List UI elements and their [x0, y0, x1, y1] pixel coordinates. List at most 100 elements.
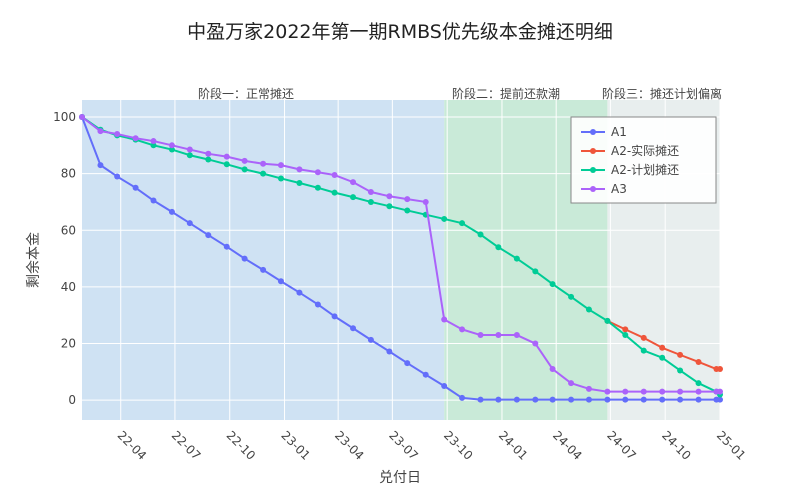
data-point[interactable] [331, 172, 338, 179]
data-point[interactable] [296, 179, 303, 186]
data-point[interactable] [717, 396, 723, 403]
data-point[interactable] [422, 198, 429, 205]
data-point[interactable] [568, 293, 575, 300]
data-point[interactable] [296, 166, 303, 173]
data-point[interactable] [97, 128, 104, 135]
data-point[interactable] [604, 388, 611, 395]
data-point[interactable] [549, 396, 556, 403]
data-point[interactable] [205, 150, 212, 157]
data-point[interactable] [532, 268, 539, 275]
data-point[interactable] [150, 197, 157, 204]
data-point[interactable] [677, 367, 684, 374]
data-point[interactable] [186, 152, 193, 159]
data-point[interactable] [241, 166, 248, 173]
data-point[interactable] [367, 336, 374, 343]
data-point[interactable] [622, 388, 629, 395]
data-point[interactable] [459, 220, 466, 227]
data-point[interactable] [314, 169, 321, 176]
data-point[interactable] [677, 396, 684, 403]
data-point[interactable] [717, 388, 723, 395]
data-point[interactable] [659, 396, 666, 403]
data-point[interactable] [132, 184, 139, 191]
data-point[interactable] [513, 255, 520, 262]
data-point[interactable] [260, 170, 267, 177]
data-point[interactable] [132, 135, 139, 142]
data-point[interactable] [532, 396, 539, 403]
data-point[interactable] [622, 326, 629, 333]
data-point[interactable] [186, 220, 193, 227]
data-point[interactable] [223, 153, 230, 160]
data-point[interactable] [659, 388, 666, 395]
data-point[interactable] [404, 360, 411, 367]
data-point[interactable] [459, 394, 466, 401]
data-point[interactable] [277, 278, 284, 285]
data-point[interactable] [277, 175, 284, 182]
data-point[interactable] [367, 189, 374, 196]
data-point[interactable] [441, 316, 448, 323]
legend-item[interactable]: A2-实际摊还 [581, 143, 679, 158]
data-point[interactable] [659, 354, 666, 361]
data-point[interactable] [585, 385, 592, 392]
data-point[interactable] [604, 317, 611, 324]
data-point[interactable] [168, 142, 175, 149]
data-point[interactable] [296, 289, 303, 296]
data-point[interactable] [585, 396, 592, 403]
data-point[interactable] [477, 332, 484, 339]
data-point[interactable] [404, 196, 411, 203]
data-point[interactable] [404, 207, 411, 214]
data-point[interactable] [350, 194, 357, 201]
data-point[interactable] [314, 184, 321, 191]
data-point[interactable] [695, 388, 702, 395]
data-point[interactable] [695, 396, 702, 403]
data-point[interactable] [568, 380, 575, 387]
legend-item[interactable]: A2-计划摊还 [581, 163, 679, 177]
data-point[interactable] [549, 281, 556, 288]
data-point[interactable] [640, 334, 647, 341]
legend-item[interactable]: A3 [581, 182, 627, 196]
data-point[interactable] [386, 348, 393, 355]
data-point[interactable] [205, 156, 212, 163]
data-point[interactable] [477, 396, 484, 403]
data-point[interactable] [260, 266, 267, 273]
data-point[interactable] [422, 371, 429, 378]
data-point[interactable] [386, 193, 393, 200]
data-point[interactable] [241, 157, 248, 164]
data-point[interactable] [168, 146, 175, 153]
data-point[interactable] [640, 347, 647, 354]
data-point[interactable] [622, 332, 629, 339]
data-point[interactable] [640, 388, 647, 395]
data-point[interactable] [223, 243, 230, 250]
data-point[interactable] [495, 332, 502, 339]
data-point[interactable] [241, 255, 248, 262]
legend[interactable]: A1 A2-实际摊还 A2-计划摊还 A3 [570, 116, 717, 204]
data-point[interactable] [532, 340, 539, 347]
data-point[interactable] [568, 396, 575, 403]
data-point[interactable] [367, 198, 374, 205]
data-point[interactable] [585, 306, 592, 313]
data-point[interactable] [277, 162, 284, 169]
legend-item[interactable]: A1 [581, 125, 627, 139]
data-point[interactable] [695, 358, 702, 365]
data-point[interactable] [441, 215, 448, 222]
data-point[interactable] [459, 326, 466, 333]
data-point[interactable] [205, 232, 212, 239]
data-point[interactable] [114, 173, 121, 180]
data-point[interactable] [79, 113, 85, 120]
data-point[interactable] [695, 380, 702, 387]
data-point[interactable] [677, 351, 684, 358]
data-point[interactable] [549, 366, 556, 373]
data-point[interactable] [186, 146, 193, 153]
data-point[interactable] [495, 396, 502, 403]
data-point[interactable] [314, 301, 321, 308]
data-point[interactable] [260, 160, 267, 167]
data-point[interactable] [659, 344, 666, 351]
data-point[interactable] [513, 396, 520, 403]
data-point[interactable] [513, 332, 520, 339]
data-point[interactable] [350, 179, 357, 186]
data-point[interactable] [717, 366, 723, 373]
data-point[interactable] [150, 138, 157, 145]
data-point[interactable] [495, 244, 502, 251]
data-point[interactable] [640, 396, 647, 403]
data-point[interactable] [331, 189, 338, 196]
data-point[interactable] [677, 388, 684, 395]
